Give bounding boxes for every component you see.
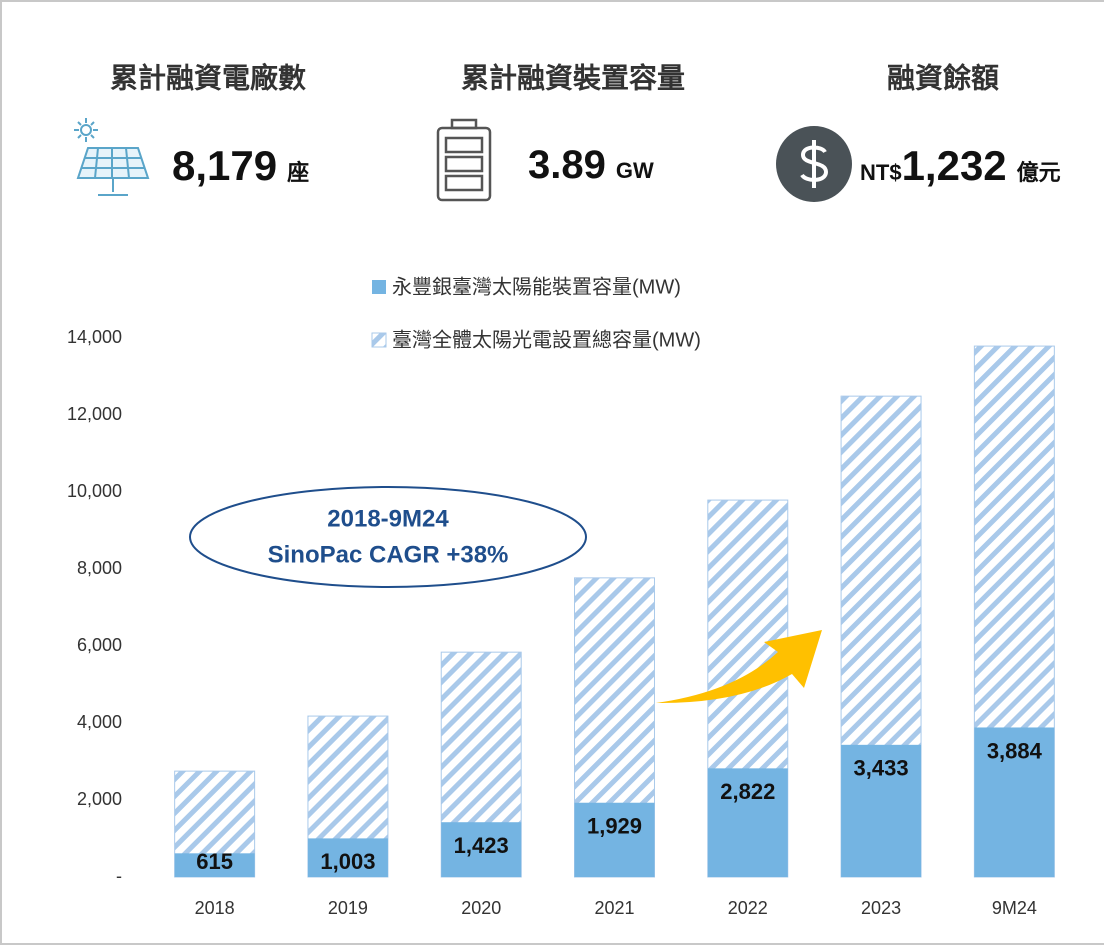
- kpi-title: 累計融資裝置容量: [461, 61, 685, 93]
- kpi-unit: 座: [287, 160, 309, 185]
- kpi-unit: 億元: [1017, 160, 1061, 185]
- y-tick-label: 4,000: [77, 712, 122, 732]
- y-tick-label: -: [116, 866, 122, 886]
- bar: [441, 822, 522, 877]
- data-label: 2,822: [720, 779, 775, 804]
- y-tick-label: 8,000: [77, 558, 122, 578]
- legend-swatch: [371, 332, 387, 348]
- data-label: 1,423: [454, 833, 509, 858]
- bar: [307, 838, 388, 877]
- legend-label: 永豐銀臺灣太陽能裝置容量(MW): [392, 275, 681, 298]
- y-tick-label: 10,000: [67, 481, 122, 501]
- data-label: 3,433: [854, 756, 909, 781]
- dollar-icon: [776, 126, 852, 202]
- kpi-value: 8,179: [172, 142, 277, 189]
- solar-icon: [74, 118, 150, 196]
- data-label: 1,003: [320, 849, 375, 874]
- bar: [174, 853, 255, 877]
- y-tick-label: 2,000: [77, 789, 122, 809]
- x-tick-label: 9M24: [992, 898, 1037, 918]
- bar: [574, 802, 655, 877]
- x-tick-label: 2022: [728, 898, 768, 918]
- plot: - 2,000 4,000 6,000 8,000 10,000 12,000 14,000 6…: [67, 327, 1055, 918]
- data-label: 615: [196, 849, 233, 874]
- annotation: SinoPac CAGR +38%: [268, 541, 509, 568]
- data-label: 1,929: [587, 814, 642, 839]
- kpi-value-line: NT$1,232 億元: [860, 142, 1061, 189]
- kpi-value-line: 8,179 座: [172, 142, 309, 189]
- arrow: [656, 630, 822, 704]
- kpi-prefix: NT$: [860, 160, 902, 185]
- legend-label: 臺灣全體太陽光電設置總容量(MW): [392, 328, 701, 351]
- bar: [841, 744, 922, 877]
- kpi-unit: GW: [616, 158, 654, 183]
- legend-swatch: [372, 280, 386, 294]
- kpi-value: 1,232: [902, 142, 1007, 189]
- x-tick-label: 2018: [195, 898, 235, 918]
- y-tick-label: 6,000: [77, 635, 122, 655]
- kpi-title: 融資餘額: [887, 61, 999, 93]
- x-tick-label: 2019: [328, 898, 368, 918]
- kpi-value: 3.89: [528, 143, 606, 187]
- bar: [974, 727, 1055, 877]
- x-tick-label: 2020: [461, 898, 501, 918]
- battery-icon: [436, 118, 492, 202]
- x-tick-label: 2021: [594, 898, 634, 918]
- annotation: 2018-9M24: [327, 505, 449, 532]
- kpi-title: 累計融資電廠數: [110, 61, 306, 93]
- data-label: 3,884: [987, 738, 1043, 763]
- x-tick-label: 2023: [861, 898, 901, 918]
- y-tick-label: 14,000: [67, 327, 122, 347]
- y-tick-label: 12,000: [67, 404, 122, 424]
- kpi-value-line: 3.89 GW: [528, 143, 654, 187]
- bar: [707, 768, 788, 877]
- annotation-ellipse: [189, 486, 587, 588]
